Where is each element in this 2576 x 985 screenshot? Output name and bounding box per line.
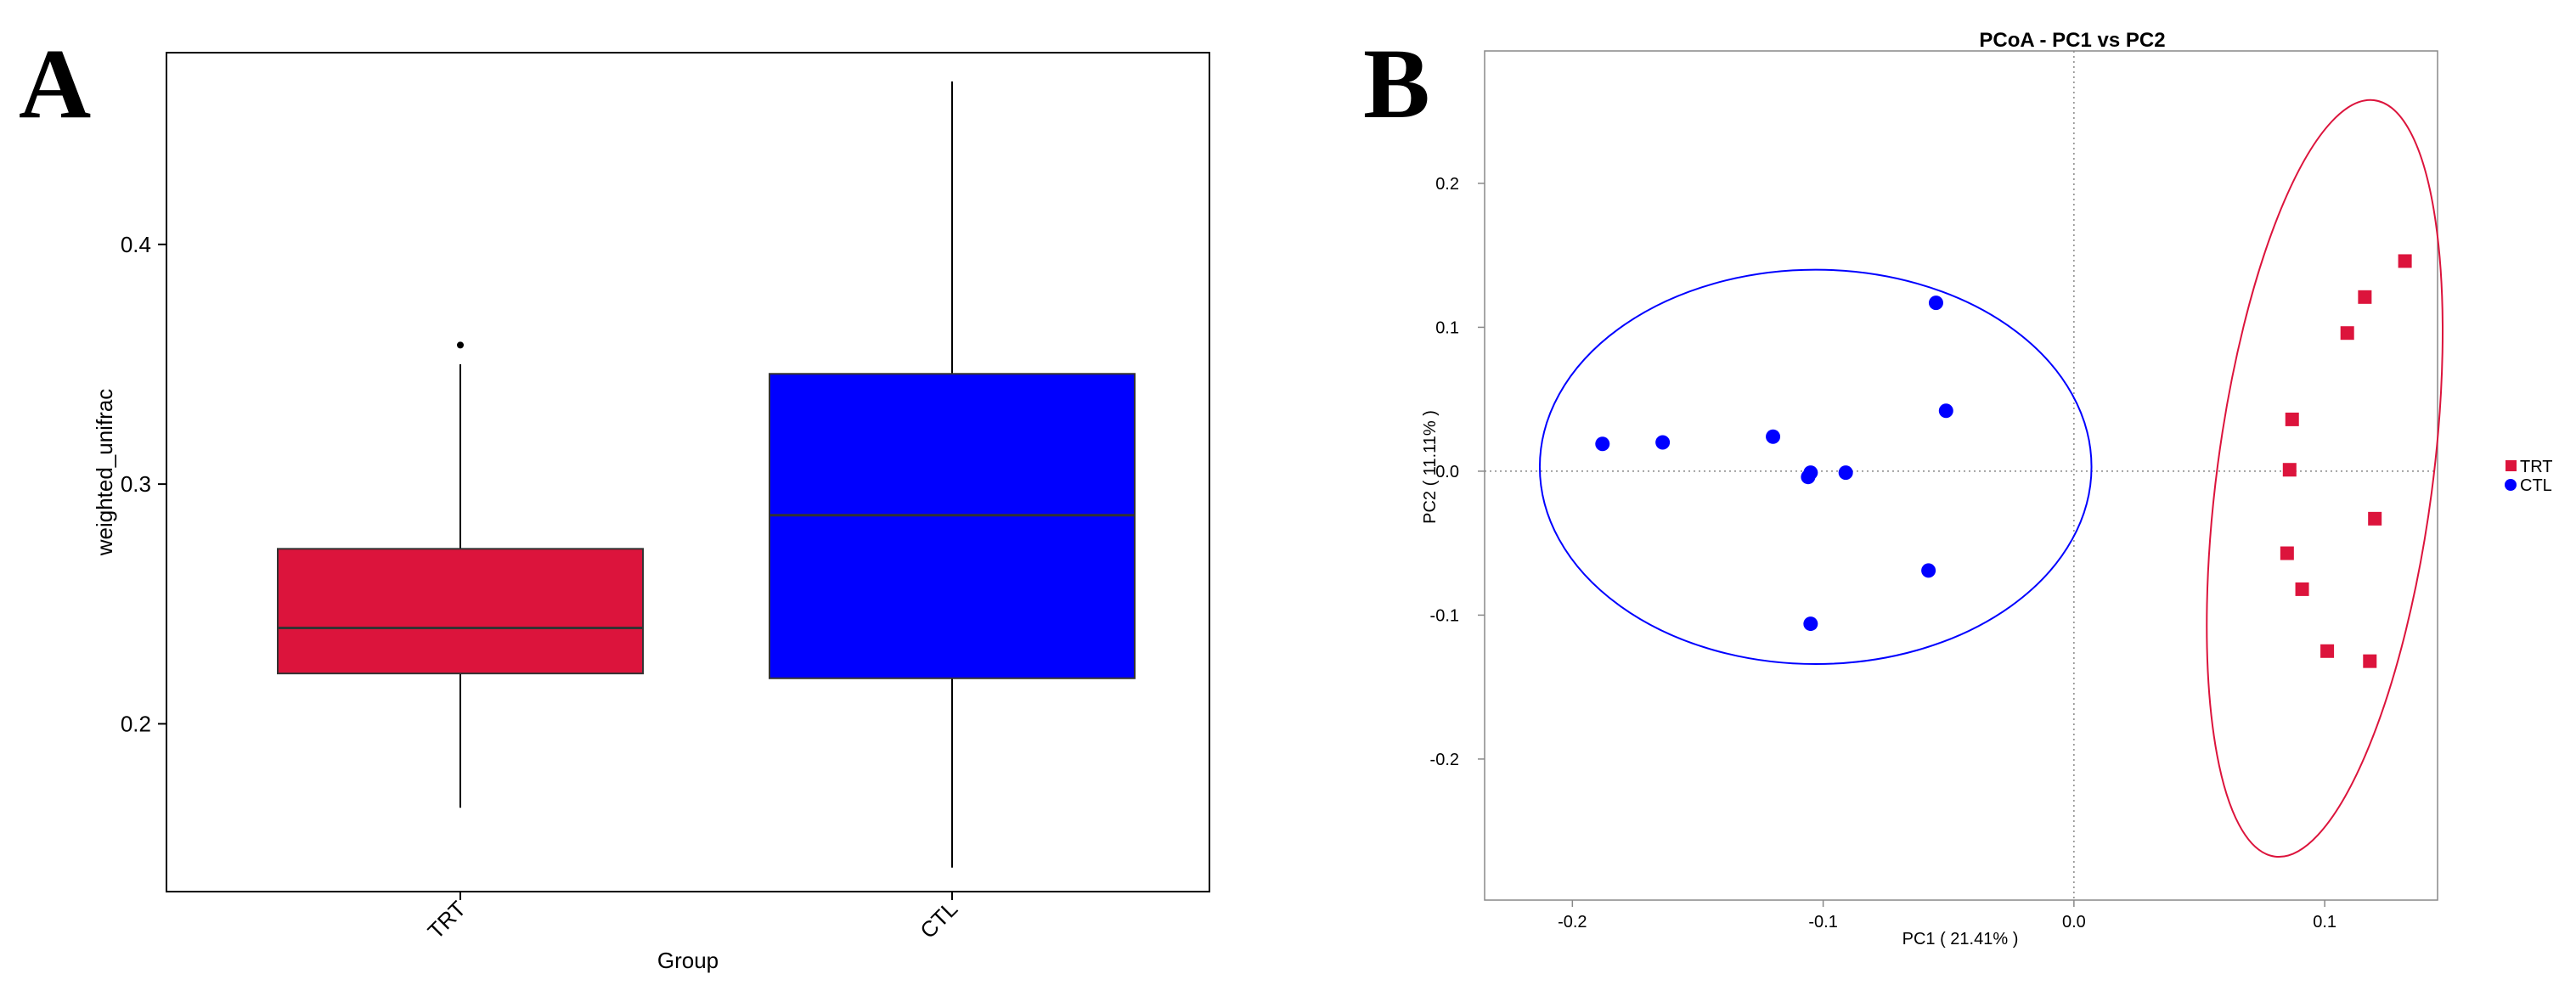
legend-label-trt: TRT bbox=[2520, 458, 2553, 476]
boxplot-x-tick-label: TRT bbox=[423, 896, 471, 944]
pcoa-x-tick-label: -0.1 bbox=[1808, 913, 1837, 932]
boxplot-box bbox=[277, 548, 644, 675]
pcoa-point-trt bbox=[2282, 463, 2297, 477]
pcoa-point-ctl bbox=[1801, 470, 1816, 485]
boxplot-x-tick-label: CTL bbox=[915, 896, 962, 943]
pcoa-y-axis: -0.2 -0.1 0.0 0.1 0.2 bbox=[1430, 175, 1485, 769]
boxplot-y-tick-label: 0.3 bbox=[121, 471, 151, 497]
pcoa-y-tick-label: 0.1 bbox=[1435, 318, 1459, 337]
boxplot-y-axis: 0.2 0.3 0.4 bbox=[121, 232, 166, 736]
pcoa-point-ctl bbox=[1655, 435, 1671, 450]
pcoa-point-trt bbox=[2340, 326, 2354, 341]
pcoa-y-tick-label: -0.1 bbox=[1430, 606, 1459, 625]
legend-label-ctl: CTL bbox=[2520, 476, 2552, 495]
boxplot-x-axis: TRT CTL bbox=[423, 892, 962, 944]
pcoa-point-trt bbox=[2280, 546, 2294, 560]
pcoa-point-ctl bbox=[1803, 616, 1818, 632]
pcoa-point-ctl bbox=[1921, 563, 1936, 578]
pcoa-x-axis: -0.2 -0.1 0.0 0.1 bbox=[1558, 900, 2336, 932]
pcoa-y-tick-label: 0.2 bbox=[1435, 175, 1459, 194]
pcoa-points bbox=[1595, 254, 2412, 668]
panel-label-b: B bbox=[1363, 28, 1430, 139]
pcoa-point-ctl bbox=[1938, 403, 1953, 419]
pcoa-ellipse-ctl bbox=[1538, 268, 2093, 666]
pcoa-y-tick-label: 0.0 bbox=[1435, 463, 1459, 481]
pcoa-point-ctl bbox=[1838, 465, 1853, 481]
pcoa-point-ctl bbox=[1766, 429, 1781, 444]
panel-label-a: A bbox=[19, 28, 92, 139]
pcoa-point-trt bbox=[2368, 511, 2382, 526]
pcoa-y-tick-label: -0.2 bbox=[1430, 751, 1459, 769]
pcoa-ellipses bbox=[1538, 98, 2444, 858]
pcoa-x-tick-label: 0.0 bbox=[2062, 913, 2086, 932]
boxplot-box bbox=[769, 373, 1136, 679]
pcoa-point-trt bbox=[2363, 654, 2377, 668]
boxplot-boxes bbox=[277, 81, 1136, 868]
pcoa-point-ctl bbox=[1595, 436, 1610, 452]
pcoa-plot-frame bbox=[1484, 50, 2438, 901]
pcoa-point-trt bbox=[2358, 290, 2372, 304]
boxplot-y-axis-label: weighted_unifrac bbox=[92, 389, 117, 557]
pcoa-point-trt bbox=[2398, 254, 2412, 268]
boxplot-plot-frame bbox=[166, 52, 1210, 892]
pcoa-ellipse-trt bbox=[2206, 98, 2444, 858]
pcoa-title: PCoA - PC1 vs PC2 bbox=[1979, 29, 2165, 52]
pcoa-reference-lines bbox=[1485, 51, 2438, 900]
pcoa-x-tick-label: 0.1 bbox=[2313, 913, 2336, 932]
pcoa-y-axis-label: PC2 ( 11.11% ) bbox=[1421, 410, 1440, 524]
pcoa-x-axis-label: PC1 ( 21.41% ) bbox=[1902, 930, 2019, 948]
pcoa-chart: PCoA - PC1 vs PC2 -0.2 -0.1 0.0 0.1 -0.2-0.… bbox=[1421, 29, 2553, 948]
legend-swatch-trt bbox=[2506, 460, 2517, 471]
boxplot-outlier-point bbox=[457, 341, 464, 349]
legend-swatch-ctl bbox=[2505, 479, 2517, 491]
boxplot-chart: 0.2 0.3 0.4 TRT CTL weighted_unifrac Group bbox=[92, 52, 1210, 973]
pcoa-point-ctl bbox=[1928, 296, 1943, 311]
boxplot-x-axis-label: Group bbox=[657, 948, 719, 973]
pcoa-x-tick-label: -0.2 bbox=[1558, 913, 1587, 932]
boxplot-y-tick-label: 0.2 bbox=[121, 711, 151, 736]
boxplot-y-tick-label: 0.4 bbox=[121, 232, 151, 257]
pcoa-point-trt bbox=[2295, 582, 2309, 596]
pcoa-point-trt bbox=[2285, 412, 2299, 426]
pcoa-point-trt bbox=[2320, 644, 2335, 658]
